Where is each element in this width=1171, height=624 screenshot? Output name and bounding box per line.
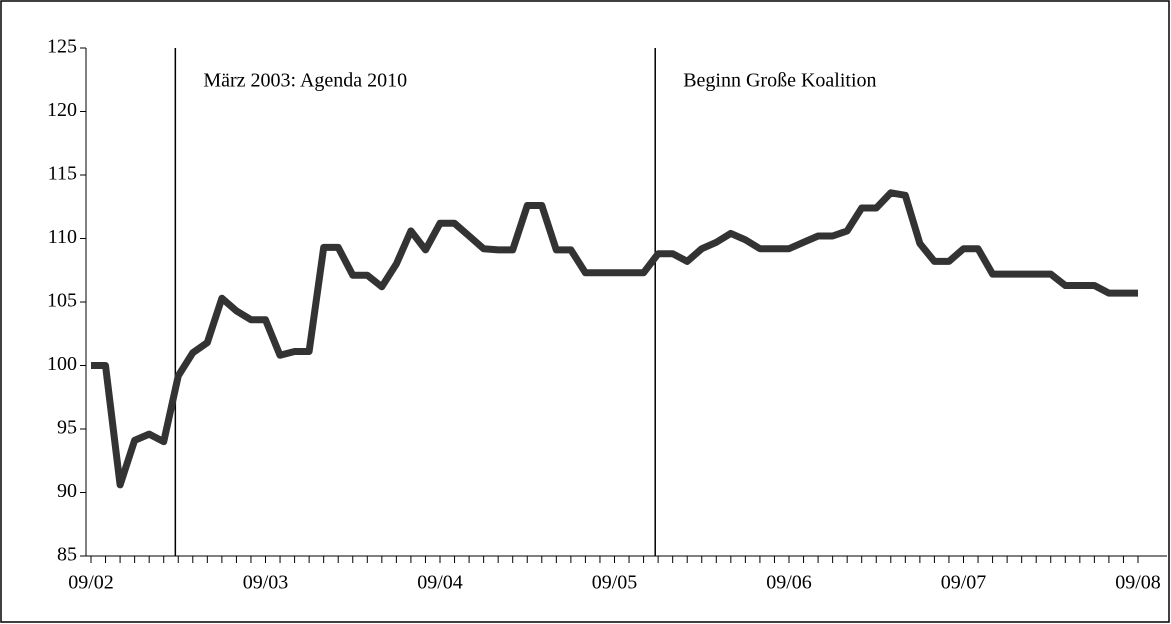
y-tick-label: 105 [47,290,77,312]
y-tick-label: 120 [47,99,77,121]
x-tick-label: 09/02 [68,572,114,594]
x-tick-label: 09/06 [766,572,812,594]
event-label: Beginn Große Koalition [683,70,876,92]
y-tick-label: 115 [48,163,77,185]
y-tick-label: 100 [47,353,77,375]
y-tick-label: 125 [47,36,77,58]
event-label: März 2003: Agenda 2010 [203,70,407,92]
y-tick-label: 95 [57,417,77,439]
series-line [91,189,1138,489]
x-tick-label: 09/05 [592,572,638,594]
y-tick-label: 90 [57,480,77,502]
x-tick-label: 09/03 [243,572,289,594]
x-tick-label: 09/07 [941,572,987,594]
y-tick-label: 110 [48,226,77,248]
x-tick-label: 09/08 [1115,572,1161,594]
x-tick-label: 09/04 [417,572,463,594]
y-tick-label: 85 [57,544,77,566]
